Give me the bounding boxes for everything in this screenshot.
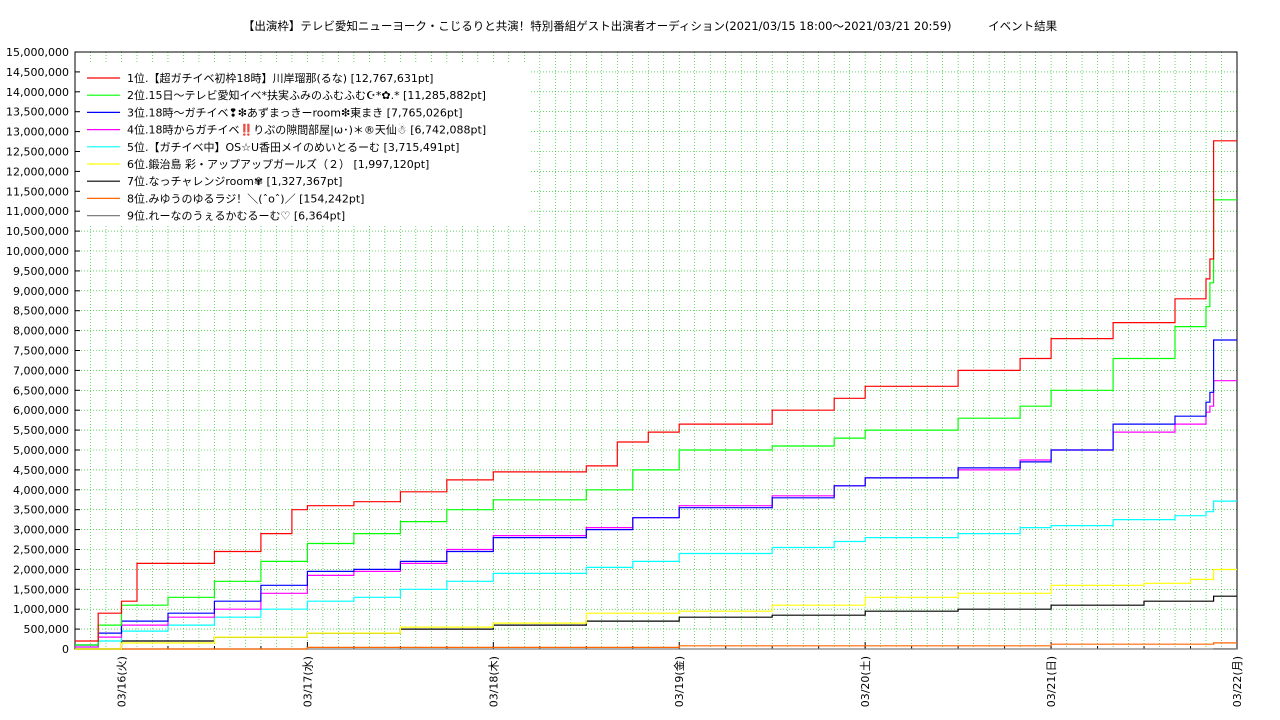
chart-title: 【出演枠】テレビ愛知ニューヨーク・こじるりと共演！特別番組ゲスト出演者オーディシ… xyxy=(242,19,1058,33)
y-tick-label: 5,000,000 xyxy=(13,444,69,457)
legend: 1位.【超ガチイベ初枠18時】川岸瑠那(るな) [12,767,631pt] 2位… xyxy=(80,64,530,226)
y-tick-label: 9,000,000 xyxy=(13,285,69,298)
x-tick-label: 03/16(火) xyxy=(115,656,128,707)
legend-entry: 8位.みゆうのゆるラジ！＼(ˆoˆ)／ [154,242pt] xyxy=(127,191,364,205)
x-tick-label: 03/21(日) xyxy=(1045,656,1058,707)
legend-entry: 1位.【超ガチイベ初枠18時】川岸瑠那(るな) [12,767,631pt] xyxy=(127,71,433,85)
legend-entry: 4位.18時からガチイベ‼️りぷの隙間部屋|ω･)＊®天仙☃ [6,742,08… xyxy=(127,123,486,137)
y-tick-label: 12,500,000 xyxy=(6,146,69,159)
y-tick-label: 10,500,000 xyxy=(6,225,69,238)
x-tick-label: 03/20(土) xyxy=(859,656,872,707)
series-line-2 xyxy=(75,199,1237,646)
series-line-7 xyxy=(75,595,1237,650)
legend-entry: 5位.【ガチイベ中】OS☆U香田メイのめいとるーむ [3,715,491pt] xyxy=(127,140,459,154)
y-tick-label: 6,500,000 xyxy=(13,384,69,397)
y-tick-label: 11,000,000 xyxy=(6,205,69,218)
legend-entry: 3位.18時〜ガチイベ❢❇あずまっきーroom❇東まき [7,765,026pt… xyxy=(127,105,463,119)
y-tick-label: 8,000,000 xyxy=(13,325,69,338)
y-tick-label: 8,500,000 xyxy=(13,305,69,318)
series-line-1 xyxy=(75,140,1237,642)
y-tick-label: 11,500,000 xyxy=(6,185,69,198)
x-tick-label: 03/22(月) xyxy=(1231,656,1244,707)
y-tick-label: 13,500,000 xyxy=(6,106,69,119)
legend-entry: 9位.れーなのうぇるかむるーむ♡ [6,364pt] xyxy=(127,209,345,223)
y-tick-label: 7,000,000 xyxy=(13,364,69,377)
series-lines xyxy=(75,140,1237,650)
y-tick-label: 0 xyxy=(62,643,69,656)
y-tick-label: 1,000,000 xyxy=(13,603,69,616)
y-tick-label: 10,000,000 xyxy=(6,245,69,258)
legend-entry: 7位.なっチャレンジroom✾ [1,327,367pt] xyxy=(127,174,342,188)
series-line-6 xyxy=(75,568,1237,650)
x-tick-label: 03/18(木) xyxy=(487,656,500,707)
y-tick-label: 3,500,000 xyxy=(13,504,69,517)
legend-entry: 6位.鍛治島 彩・アップアップガールズ（２） [1,997,120pt] xyxy=(127,157,429,171)
legend-box xyxy=(80,64,530,226)
y-tick-label: 4,000,000 xyxy=(13,484,69,497)
y-tick-label: 1,500,000 xyxy=(13,583,69,596)
y-tick-label: 4,500,000 xyxy=(13,464,69,477)
y-tick-label: 14,000,000 xyxy=(6,86,69,99)
y-tick-label: 15,000,000 xyxy=(6,46,69,59)
y-tick-label: 500,000 xyxy=(24,623,70,636)
series-line-8 xyxy=(75,642,1237,650)
y-tick-label: 12,000,000 xyxy=(6,165,69,178)
y-tick-label: 5,500,000 xyxy=(13,424,69,437)
series-line-3 xyxy=(75,339,1237,646)
y-tick-label: 9,500,000 xyxy=(13,265,69,278)
series-line-4 xyxy=(75,380,1237,648)
legend-entry: 2位.15日〜テレビ愛知イベ*扶実ふみのふむふむ☪︎*✿.* [11,285,8… xyxy=(127,88,486,102)
y-tick-label: 13,000,000 xyxy=(6,126,69,139)
x-tick-label: 03/19(金) xyxy=(672,656,686,707)
x-tick-label: 03/17(水) xyxy=(301,656,314,707)
y-tick-label: 7,500,000 xyxy=(13,345,69,358)
y-tick-label: 2,500,000 xyxy=(13,544,69,557)
y-tick-label: 14,500,000 xyxy=(6,66,69,79)
series-line-5 xyxy=(75,500,1237,648)
y-tick-label: 3,000,000 xyxy=(13,524,69,537)
y-tick-label: 6,000,000 xyxy=(13,404,69,417)
y-tick-label: 2,000,000 xyxy=(13,563,69,576)
